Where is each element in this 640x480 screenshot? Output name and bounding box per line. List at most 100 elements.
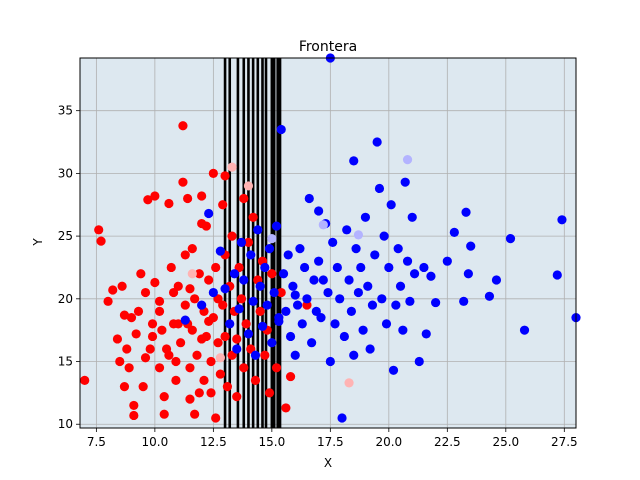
- scatter-point: [391, 300, 401, 310]
- scatter-point: [300, 262, 310, 273]
- scatter-point: [402, 256, 413, 266]
- scatter-point: [183, 193, 193, 204]
- scatter-point: [356, 262, 366, 273]
- scatter-point: [358, 325, 368, 335]
- scatter-point: [349, 350, 359, 360]
- scatter-point: [206, 356, 216, 367]
- scatter-point: [119, 382, 130, 392]
- scatter-point: [344, 378, 354, 388]
- scatter-point: [243, 237, 254, 247]
- scatter-point: [201, 221, 211, 231]
- scatter-point: [241, 319, 251, 329]
- scatter-point: [370, 250, 380, 260]
- scatter-point: [222, 382, 232, 392]
- scatter-point: [124, 363, 134, 373]
- scatter-point: [290, 290, 300, 300]
- scatter-point: [204, 316, 214, 326]
- scatter-point: [173, 319, 183, 329]
- scatter-point: [318, 220, 328, 230]
- scatter-point: [145, 344, 155, 354]
- scatter-point: [215, 369, 225, 379]
- y-axis-ticks: 10 15 20 25 30 35: [58, 104, 80, 431]
- scatter-point: [459, 296, 469, 306]
- scatter-point: [220, 331, 230, 342]
- scatter-point: [250, 350, 261, 360]
- scatter-point: [206, 388, 216, 398]
- scatter-point: [257, 321, 268, 332]
- scatter-point: [150, 191, 160, 201]
- scatter-point: [213, 294, 223, 304]
- scatter-point: [218, 200, 228, 210]
- scatter-point: [227, 231, 237, 241]
- scatter-point: [176, 338, 186, 348]
- scatter-point: [267, 234, 277, 244]
- scatter-point: [285, 331, 296, 342]
- scatter-point: [271, 363, 282, 373]
- scatter-point: [171, 375, 181, 385]
- scatter-point: [171, 356, 181, 367]
- y-tick-label: 30: [58, 166, 73, 180]
- scatter-point: [281, 403, 291, 413]
- y-tick-label: 15: [58, 355, 73, 369]
- scatter-point: [220, 171, 230, 181]
- scatter-point: [115, 356, 125, 367]
- scatter-point: [264, 244, 275, 254]
- scatter-point: [248, 296, 258, 306]
- plot-background: [80, 58, 576, 428]
- scatter-point: [239, 193, 249, 204]
- scatter-point: [211, 413, 221, 423]
- scatter-point: [260, 350, 270, 360]
- scatter-point: [180, 300, 190, 310]
- scatter-point: [232, 334, 242, 344]
- scatter-point: [199, 375, 209, 385]
- scatter-point: [295, 244, 305, 254]
- scatter-point: [281, 306, 291, 316]
- scatter-point: [197, 300, 207, 310]
- scatter-point: [190, 294, 200, 304]
- scatter-point: [307, 338, 317, 348]
- scatter-point: [276, 124, 286, 135]
- x-tick-label: 17.5: [317, 435, 344, 449]
- scatter-point: [140, 353, 151, 363]
- scatter-point: [285, 371, 296, 382]
- scatter-point: [557, 215, 567, 225]
- scatter-point: [80, 375, 90, 385]
- scatter-point: [180, 315, 190, 325]
- scatter-point: [253, 225, 263, 235]
- scatter-point: [178, 121, 188, 131]
- x-tick-label: 7.5: [87, 435, 106, 449]
- scatter-point: [243, 181, 254, 191]
- scatter-point: [136, 269, 146, 279]
- scatter-point: [211, 262, 221, 273]
- scatter-point: [178, 177, 188, 187]
- scatter-point: [208, 168, 218, 178]
- scatter-point: [339, 331, 349, 342]
- scatter-point: [117, 281, 127, 291]
- scatter-point: [351, 244, 361, 254]
- scatter-point: [363, 281, 373, 291]
- scatter-point: [122, 344, 132, 354]
- scatter-point: [328, 237, 338, 247]
- scatter-point: [379, 231, 389, 241]
- scatter-point: [337, 413, 347, 423]
- scatter-point: [103, 296, 113, 306]
- scatter-point: [388, 365, 399, 375]
- scatter-point: [283, 250, 293, 260]
- scatter-point: [344, 275, 354, 285]
- y-tick-label: 25: [58, 229, 73, 243]
- scatter-point: [409, 269, 420, 279]
- scatter-point: [126, 313, 137, 323]
- scatter-point: [402, 154, 413, 165]
- scatter-point: [215, 353, 225, 363]
- scatter-point: [353, 287, 364, 298]
- scatter-point: [421, 329, 431, 339]
- scatter-point: [218, 300, 228, 310]
- scatter-point: [236, 237, 247, 247]
- scatter-point: [96, 236, 106, 246]
- scatter-point: [229, 269, 240, 279]
- scatter-point: [220, 284, 230, 294]
- scatter-point: [405, 296, 415, 306]
- scatter-point: [260, 262, 270, 273]
- plot-area: [79, 53, 581, 429]
